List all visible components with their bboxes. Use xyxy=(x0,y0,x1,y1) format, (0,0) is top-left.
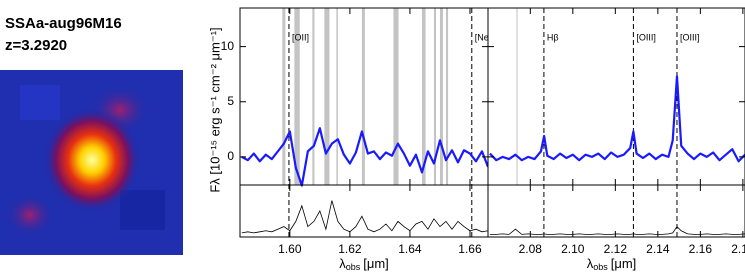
emission-line-label: [NeIII] xyxy=(475,32,499,42)
masked-region xyxy=(445,8,449,185)
panel: Hβ [OIII] [OIII] xyxy=(489,8,745,237)
panel-frame xyxy=(487,7,745,238)
x-axis-label: λobs [μm] xyxy=(587,256,637,272)
x-tick-label: 1.62 xyxy=(338,242,362,256)
x-tick-label: 2.12 xyxy=(604,242,628,256)
x-label-unit: [μm] xyxy=(611,256,637,271)
emission-line-label: [OII] xyxy=(292,32,309,42)
y-tick-label: 10 xyxy=(221,39,235,53)
masked-region xyxy=(433,8,437,185)
x-tick-label: 2.16 xyxy=(689,242,713,256)
masked-region xyxy=(361,8,365,185)
object-redshift: z=3.2920 xyxy=(5,37,67,54)
emission-line-label: [OIII] xyxy=(636,32,656,42)
y-axis-label: Fλ [10⁻¹⁵ erg s⁻¹ cm⁻² μm⁻¹] xyxy=(207,27,222,192)
y-tick-label: 0 xyxy=(227,149,234,163)
x-tick-label: 2.14 xyxy=(646,242,670,256)
x-label-symbol: λ xyxy=(587,256,594,271)
x-tick-label: 2.08 xyxy=(519,242,543,256)
x-tick-label: 1.64 xyxy=(398,242,422,256)
masked-region xyxy=(282,8,286,185)
x-tick-label: 2.10 xyxy=(561,242,585,256)
x-tick-label: 1.60 xyxy=(278,242,302,256)
masked-region xyxy=(294,8,300,185)
masked-region xyxy=(312,8,315,185)
x-label-unit: [μm] xyxy=(363,256,389,271)
x-tick-label: 1.66 xyxy=(458,242,482,256)
masked-region xyxy=(516,8,518,185)
x-axis-label: λobs [μm] xyxy=(339,256,389,272)
sky-line xyxy=(241,200,488,234)
masked-region xyxy=(421,8,426,185)
sky-line xyxy=(489,225,745,235)
x-tick-label: 2.18 xyxy=(731,242,745,256)
flux-line xyxy=(489,75,745,163)
masked-region xyxy=(393,8,399,185)
x-label-sub: obs xyxy=(346,262,361,272)
panel: [OII] [NeIII] xyxy=(241,8,499,237)
masked-region xyxy=(336,8,338,185)
masked-region xyxy=(324,8,330,185)
emission-line-label: [OIII] xyxy=(680,32,700,42)
masked-region xyxy=(439,8,443,185)
emission-line-label: Hβ xyxy=(547,32,559,42)
flux-line xyxy=(241,127,488,187)
galaxy-image xyxy=(0,70,183,255)
x-label-symbol: λ xyxy=(339,256,346,271)
y-tick-label: 5 xyxy=(227,94,234,108)
x-label-sub: obs xyxy=(593,262,608,272)
object-name: SSAa-aug96M16 xyxy=(5,15,122,32)
